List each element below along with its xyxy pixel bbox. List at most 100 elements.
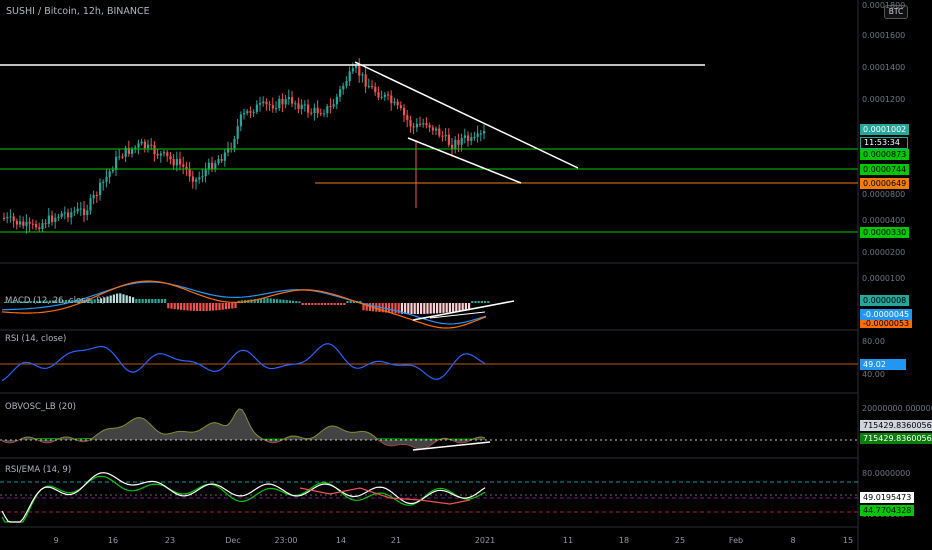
macd-histogram-bar: [362, 303, 365, 311]
candle-body: [239, 114, 242, 127]
macd-histogram-bar: [452, 303, 455, 312]
candle-body: [207, 162, 210, 170]
macd-trendline: [429, 311, 486, 319]
candle-body: [95, 194, 98, 196]
symbol-title[interactable]: SUSHI / Bitcoin, 12h, BINANCE: [6, 6, 150, 17]
macd-histogram-bar: [7, 301, 10, 303]
macd-histogram-bar: [189, 303, 192, 311]
candle-body: [169, 156, 172, 160]
macd-histogram-bar: [55, 300, 58, 303]
macd-histogram-bar: [324, 303, 327, 305]
macd-histogram-bar: [93, 299, 96, 303]
price-axis-label: 0.0000200: [862, 248, 906, 257]
macd-histogram-bar: [138, 299, 141, 303]
macd-histogram-bar: [410, 303, 413, 314]
candle-body: [348, 71, 351, 82]
candle-body: [223, 152, 226, 161]
candle-body: [70, 212, 73, 218]
candle-body: [118, 156, 121, 158]
macd-histogram-bar: [407, 303, 410, 314]
x-axis-label: Dec: [225, 536, 241, 545]
candle-body: [252, 111, 255, 113]
macd-histogram-bar: [343, 303, 346, 305]
macd-histogram-bar: [106, 296, 109, 303]
macd-histogram-bar: [404, 303, 407, 314]
candle-body: [262, 101, 265, 104]
candle-body: [73, 211, 76, 213]
macd-histogram-bar: [279, 299, 282, 303]
x-axis-label: 11: [562, 536, 574, 545]
macd-histogram-bar: [253, 299, 256, 303]
candle-body: [326, 106, 329, 114]
candle-body: [412, 126, 415, 128]
macd-histogram-bar: [64, 300, 67, 303]
macd-histogram-bar: [474, 301, 477, 303]
candle-body: [102, 181, 105, 183]
obvosc-pane-label[interactable]: OBVOSC_LB (20): [5, 402, 76, 412]
candle-body: [236, 126, 239, 139]
macd-histogram-bar: [445, 303, 448, 313]
candle-body: [89, 198, 92, 211]
macd-histogram-bar: [52, 300, 55, 303]
macd-histogram-bar: [272, 298, 275, 303]
macd-histogram-bar: [192, 303, 195, 311]
macd-histogram-bar: [423, 303, 426, 314]
macd-histogram-bar: [282, 299, 285, 303]
candle-body: [51, 215, 54, 223]
last-price-tag: 0.0001002: [860, 124, 910, 135]
x-axis-label: 23:00: [274, 536, 298, 545]
candle-body: [137, 143, 140, 148]
candle-body: [310, 112, 313, 114]
rsiema-pane-label[interactable]: RSI/EMA (14, 9): [5, 465, 72, 475]
rsi-pane-label[interactable]: RSI (14, close): [5, 334, 67, 344]
macd-histogram-bar: [432, 303, 435, 314]
macd-pane-label[interactable]: MACD (12, 26, close, 9): [5, 296, 105, 306]
macd-histogram-bar: [388, 303, 391, 313]
currency-badge[interactable]: BTC: [884, 5, 908, 19]
candle-body: [246, 111, 249, 114]
candle-body: [83, 208, 86, 216]
rsiema-red-segment: [299, 487, 471, 505]
obv-trendline: [412, 441, 491, 451]
macd-line: [1, 281, 487, 325]
macd-histogram-bar: [330, 303, 333, 305]
macd-histogram-bar: [164, 299, 167, 303]
countdown-tag: 11:53:34: [860, 137, 908, 149]
candle-body: [361, 74, 364, 76]
macd-histogram-bar: [461, 303, 464, 311]
macd-histogram-bar: [29, 301, 32, 303]
price-axis-label: 0.0001200: [862, 95, 906, 104]
candle-body: [451, 144, 454, 150]
macd-histogram-bar: [320, 303, 323, 305]
macd-histogram-bar: [77, 299, 80, 303]
candle-body: [57, 216, 60, 218]
macd-axis-label: 0.0000100: [862, 274, 906, 283]
candle-body: [371, 86, 374, 88]
x-axis-label: 9: [53, 536, 59, 545]
macd-histogram-bar: [413, 303, 416, 314]
macd-histogram-bar: [173, 303, 176, 310]
candle-body: [41, 223, 44, 230]
candle-body: [422, 123, 425, 125]
macd-histogram-bar: [10, 301, 13, 303]
candle-body: [19, 221, 22, 225]
candle-body: [358, 65, 361, 76]
macd-histogram-bar: [215, 303, 218, 311]
candle-body: [345, 81, 348, 86]
level-tag-4: 0.0000330: [860, 227, 910, 238]
candle-body: [121, 156, 124, 158]
macd-histogram-bar: [4, 301, 7, 303]
macd-histogram-bar: [176, 303, 179, 310]
candle-body: [393, 101, 396, 104]
macd-histogram-bar: [333, 303, 336, 305]
macd-histogram-bar: [170, 303, 173, 309]
rsiema-rsi-line: [1, 472, 486, 523]
channel-lower: [407, 137, 522, 184]
candle-body: [265, 101, 268, 105]
candle-body: [335, 96, 338, 105]
candle-body: [12, 216, 15, 221]
macd-histogram-bar: [429, 303, 432, 314]
macd-histogram-bar: [87, 299, 90, 303]
macd-histogram-bar: [141, 299, 144, 303]
